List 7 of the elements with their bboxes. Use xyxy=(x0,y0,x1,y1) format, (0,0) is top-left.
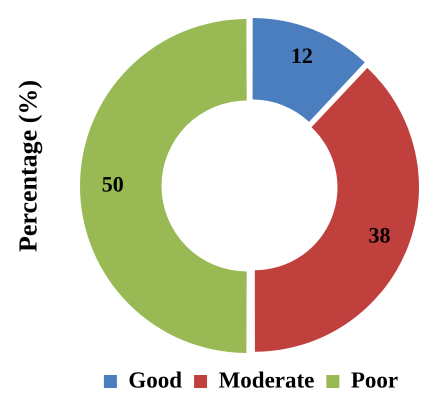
legend-label: Poor xyxy=(350,367,398,392)
legend-label: Moderate xyxy=(218,367,314,392)
text: Percentage (%) xyxy=(14,80,43,252)
data-label: 50 xyxy=(102,172,124,197)
data-label: 38 xyxy=(368,222,391,248)
legend-label: Good xyxy=(128,367,182,392)
data-label: 12 xyxy=(290,43,313,68)
